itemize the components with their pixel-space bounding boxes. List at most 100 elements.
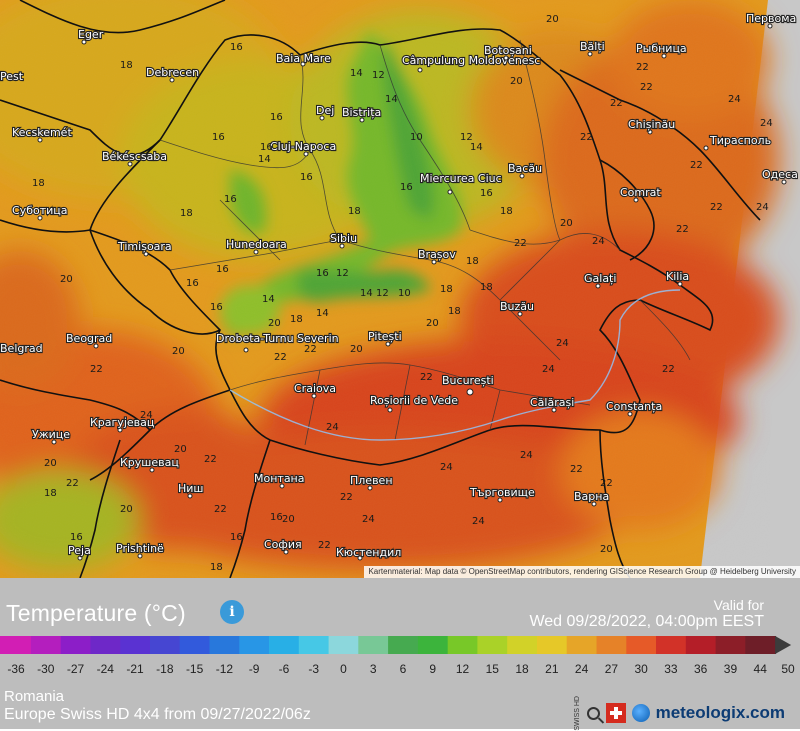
- svg-text:Pest: Pest: [0, 70, 24, 83]
- city-uzice: Ужице: [31, 427, 71, 445]
- valid-time: Wed 09/28/2022, 04:00pm EEST: [529, 613, 764, 630]
- color-scale-segment: [477, 636, 509, 654]
- svg-text:Brașov: Brașov: [418, 248, 456, 261]
- color-scale-tick: 24: [574, 662, 589, 676]
- svg-text:20: 20: [426, 318, 439, 329]
- svg-text:Bistrița: Bistrița: [342, 106, 381, 119]
- svg-text:Roșiorii de Vede: Roșiorii de Vede: [370, 394, 458, 407]
- color-scale-tick: 39: [723, 662, 738, 676]
- svg-text:14: 14: [350, 68, 363, 79]
- svg-text:22: 22: [710, 202, 723, 213]
- svg-text:16: 16: [186, 278, 199, 289]
- svg-text:Bacău: Bacău: [508, 162, 542, 175]
- svg-text:Buzău: Buzău: [500, 300, 534, 313]
- legend-panel: Temperature (°C) i Valid for Wed 09/28/2…: [0, 578, 800, 731]
- city-botosani: Botoșani: [483, 43, 533, 61]
- svg-text:10: 10: [410, 132, 423, 143]
- color-scale-segment: [60, 636, 92, 654]
- svg-text:Монтана: Монтана: [254, 472, 305, 485]
- svg-text:24: 24: [728, 94, 741, 105]
- svg-text:14: 14: [262, 294, 275, 305]
- color-scale-bar: [0, 636, 792, 654]
- color-scale-tick: 21: [545, 662, 559, 676]
- svg-text:Первома: Первома: [746, 12, 796, 25]
- city-sibiu: Sibiu: [329, 231, 358, 249]
- svg-text:18: 18: [120, 60, 133, 71]
- region-name: Romania: [4, 688, 65, 705]
- svg-text:Sibiu: Sibiu: [330, 232, 357, 245]
- map-attribution[interactable]: Kartenmaterial: Map data © OpenStreetMap…: [364, 566, 800, 578]
- svg-text:18: 18: [348, 206, 361, 217]
- svg-text:14: 14: [470, 142, 483, 153]
- city-bekescsaba: Békéscsaba: [101, 149, 168, 167]
- city-hunedoara: Hunedoara: [225, 237, 288, 255]
- color-scale-segment: [298, 636, 330, 654]
- svg-text:18: 18: [466, 256, 479, 267]
- color-scale-tick: 15: [485, 662, 499, 676]
- color-scale-tick: -21: [126, 662, 144, 676]
- weather-map[interactable]: Eger Debrecen Baia Mare Câmpulung Moldov…: [0, 0, 800, 578]
- svg-text:16: 16: [316, 268, 329, 279]
- model-run: Europe Swiss HD 4x4 from 09/27/2022/06z: [4, 706, 311, 723]
- color-scale-tick: 18: [515, 662, 529, 676]
- info-icon[interactable]: i: [220, 600, 244, 624]
- svg-text:20: 20: [350, 344, 363, 355]
- svg-text:16: 16: [230, 532, 243, 543]
- variable-title: Temperature (°C): [6, 600, 186, 626]
- svg-text:18: 18: [32, 178, 45, 189]
- brand-logo[interactable]: SWISS HD meteologix.com: [574, 696, 792, 731]
- city-comrat: Comrat: [619, 185, 662, 203]
- city-labels: Eger Debrecen Baia Mare Câmpulung Moldov…: [0, 11, 799, 561]
- color-scale-ticks: -36 -30 -27 -24 -21 -18 -15 -12 -9 -6 -3 0 3 6 9 12 15 18…: [0, 662, 800, 678]
- svg-text:Drobeta-Turnu Severin: Drobeta-Turnu Severin: [216, 332, 339, 345]
- svg-text:16: 16: [400, 182, 413, 193]
- svg-text:20: 20: [268, 318, 281, 329]
- color-scale-segment: [179, 636, 211, 654]
- svg-text:18: 18: [290, 314, 303, 325]
- borders: [0, 0, 761, 578]
- color-scale-tick: -30: [37, 662, 55, 676]
- color-scale-segment: [209, 636, 241, 654]
- svg-text:14: 14: [316, 308, 329, 319]
- magnifier-icon[interactable]: [586, 706, 600, 720]
- city-buzau: Buzău: [499, 299, 535, 317]
- svg-text:24: 24: [520, 450, 533, 461]
- color-scale-segment: [447, 636, 479, 654]
- svg-text:20: 20: [44, 458, 57, 469]
- color-scale-segment: [0, 636, 3, 654]
- svg-text:Timișoara: Timișoara: [117, 240, 172, 253]
- svg-text:22: 22: [570, 464, 583, 475]
- svg-text:Одеса: Одеса: [762, 168, 798, 181]
- svg-text:Galați: Galați: [584, 272, 616, 285]
- svg-text:22: 22: [640, 82, 653, 93]
- city-kyustendil: Кюстендил: [335, 545, 402, 561]
- city-constanta: Constanța: [605, 399, 663, 417]
- svg-text:22: 22: [318, 540, 331, 551]
- color-scale-tick: -15: [185, 662, 204, 676]
- svg-text:18: 18: [500, 206, 513, 217]
- valid-for-label: Valid for: [713, 597, 764, 613]
- svg-text:12: 12: [372, 70, 385, 81]
- svg-text:Крушевац: Крушевац: [120, 456, 179, 469]
- svg-text:Крагујевац: Крагујевац: [90, 416, 154, 429]
- color-scale-segment: [239, 636, 271, 654]
- svg-text:20: 20: [282, 514, 295, 525]
- svg-text:14: 14: [258, 154, 271, 165]
- color-scale-tick: -24: [96, 662, 114, 676]
- city-miercurea-ciuc: Miercurea Ciuc: [419, 171, 503, 195]
- svg-text:București: București: [442, 374, 494, 387]
- svg-text:Comrat: Comrat: [620, 186, 661, 199]
- color-scale-tick: 27: [604, 662, 619, 676]
- svg-text:16: 16: [270, 512, 283, 523]
- svg-text:24: 24: [326, 422, 339, 433]
- svg-text:22: 22: [610, 98, 623, 109]
- city-balti: Bălți: [579, 39, 606, 57]
- city-krusevac: Крушевац: [119, 455, 180, 473]
- city-subotica: Суботица: [11, 203, 69, 221]
- color-scale-tick: 33: [664, 662, 678, 676]
- svg-text:Bălți: Bălți: [580, 40, 605, 53]
- svg-text:16: 16: [260, 142, 273, 153]
- svg-text:Belgrad: Belgrad: [0, 342, 43, 355]
- color-scale-segment: [566, 636, 598, 654]
- svg-text:22: 22: [66, 478, 79, 489]
